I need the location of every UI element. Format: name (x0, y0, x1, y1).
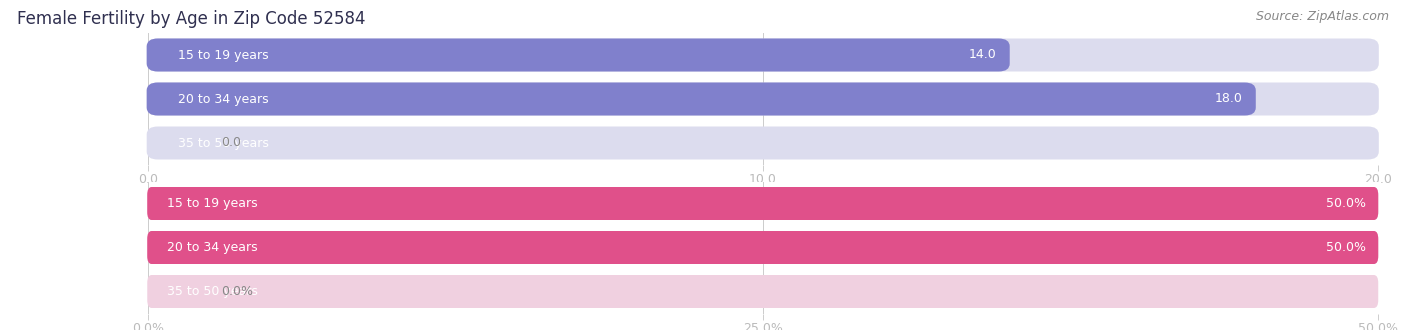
Text: 0.0%: 0.0% (222, 285, 253, 298)
FancyBboxPatch shape (146, 82, 1256, 116)
Text: 0.0: 0.0 (222, 137, 242, 149)
Text: 35 to 50 years: 35 to 50 years (179, 137, 270, 149)
Text: 20 to 34 years: 20 to 34 years (179, 92, 269, 106)
Text: 18.0: 18.0 (1215, 92, 1243, 106)
FancyBboxPatch shape (146, 82, 1379, 116)
Text: Female Fertility by Age in Zip Code 52584: Female Fertility by Age in Zip Code 5258… (17, 10, 366, 28)
FancyBboxPatch shape (146, 126, 1379, 159)
Text: 50.0%: 50.0% (1326, 197, 1365, 210)
Text: Source: ZipAtlas.com: Source: ZipAtlas.com (1256, 10, 1389, 23)
Text: 20 to 34 years: 20 to 34 years (167, 241, 257, 254)
Text: 35 to 50 years: 35 to 50 years (167, 285, 259, 298)
FancyBboxPatch shape (148, 187, 1378, 220)
Text: 15 to 19 years: 15 to 19 years (179, 49, 269, 61)
FancyBboxPatch shape (146, 39, 1010, 72)
FancyBboxPatch shape (148, 231, 1378, 264)
FancyBboxPatch shape (148, 187, 1378, 220)
FancyBboxPatch shape (148, 275, 1378, 308)
Text: 14.0: 14.0 (969, 49, 997, 61)
FancyBboxPatch shape (148, 231, 1378, 264)
Text: 15 to 19 years: 15 to 19 years (167, 197, 257, 210)
FancyBboxPatch shape (146, 39, 1379, 72)
Text: 50.0%: 50.0% (1326, 241, 1365, 254)
